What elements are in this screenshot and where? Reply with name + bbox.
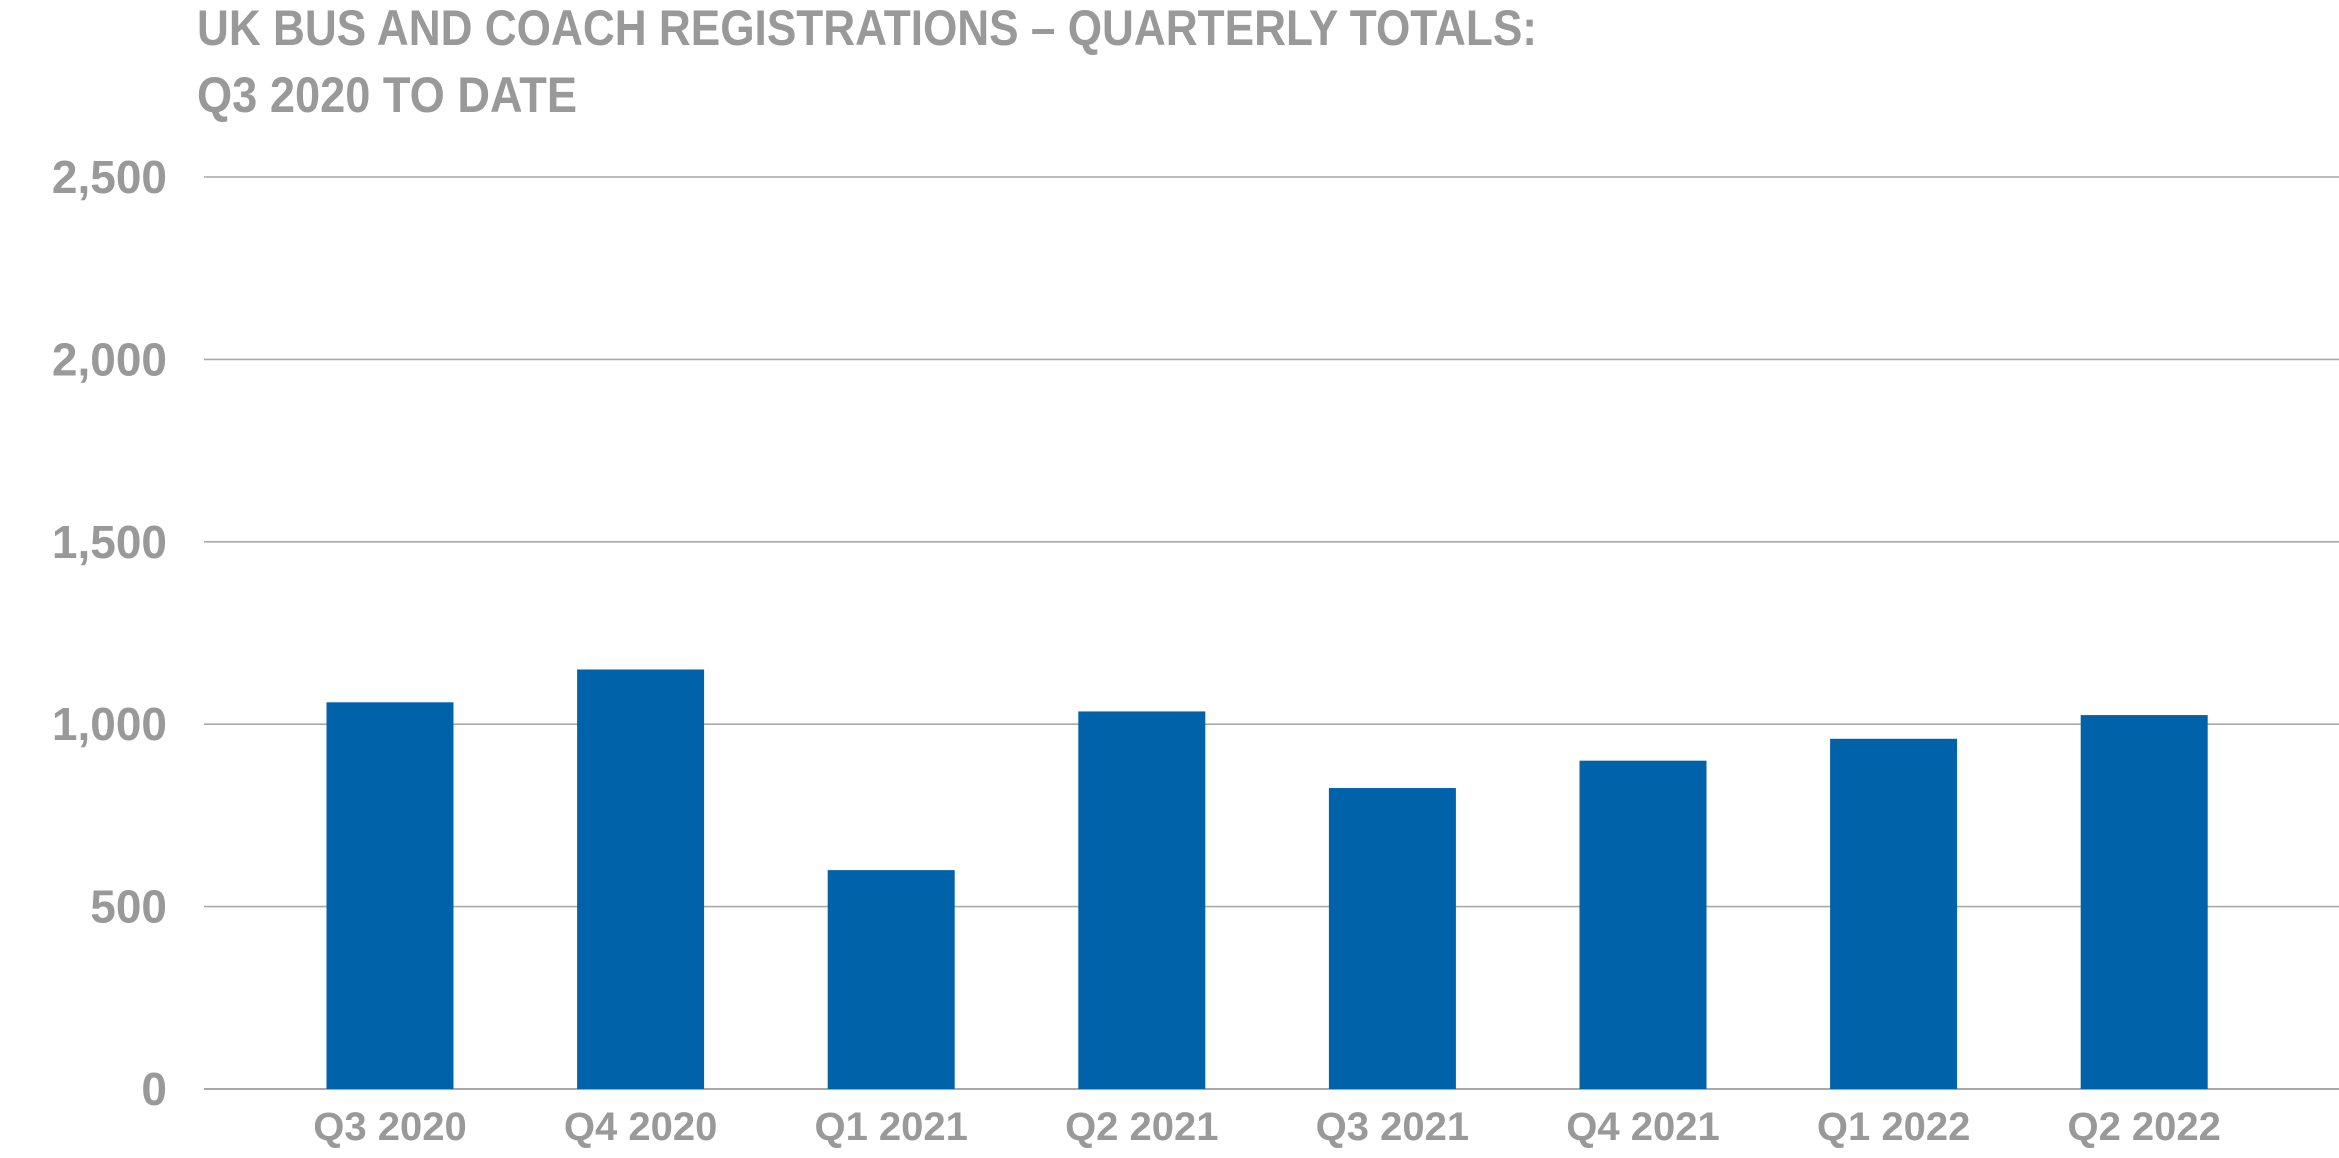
y-tick-label: 1,000: [52, 698, 167, 750]
bars: [326, 669, 2208, 1089]
y-axis-ticks: 0 500 1,000 1,500 2,000 2,500: [52, 151, 167, 1115]
bar-q1-2022: [1830, 738, 1958, 1089]
bar-q2-2021: [1078, 711, 1206, 1089]
y-tick-label: 2,500: [52, 151, 167, 203]
chart-title: UK BUS AND COACH REGISTRATIONS – QUARTER…: [197, 0, 1537, 123]
x-tick-label: Q1 2022: [1817, 1105, 1970, 1149]
bar-q2-2022: [2080, 715, 2208, 1089]
x-tick-label: Q3 2020: [313, 1105, 466, 1149]
bar-q4-2020: [577, 669, 705, 1089]
bar-q3-2021: [1328, 788, 1456, 1089]
x-tick-label: Q4 2021: [1566, 1105, 1719, 1149]
x-tick-label: Q1 2021: [814, 1105, 967, 1149]
y-tick-label: 2,000: [52, 333, 167, 385]
x-tick-label: Q3 2021: [1316, 1105, 1469, 1149]
x-tick-label: Q2 2022: [2067, 1105, 2220, 1149]
x-axis-ticks: Q3 2020 Q4 2020 Q1 2021 Q2 2021 Q3 2021 Q4 20…: [313, 1105, 2221, 1149]
chart-title-line-1: UK BUS AND COACH REGISTRATIONS – QUARTER…: [197, 0, 1537, 56]
gridlines: [204, 176, 2339, 1090]
bar-q4-2021: [1579, 760, 1707, 1089]
x-tick-label: Q4 2020: [564, 1105, 717, 1149]
chart-title-line-2: Q3 2020 TO DATE: [197, 67, 577, 123]
x-tick-label: Q2 2021: [1065, 1105, 1218, 1149]
bar-q3-2020: [326, 702, 454, 1089]
y-tick-label: 0: [141, 1063, 167, 1115]
y-tick-label: 500: [90, 881, 167, 933]
y-tick-label: 1,500: [52, 516, 167, 568]
bar-q1-2021: [827, 870, 955, 1089]
